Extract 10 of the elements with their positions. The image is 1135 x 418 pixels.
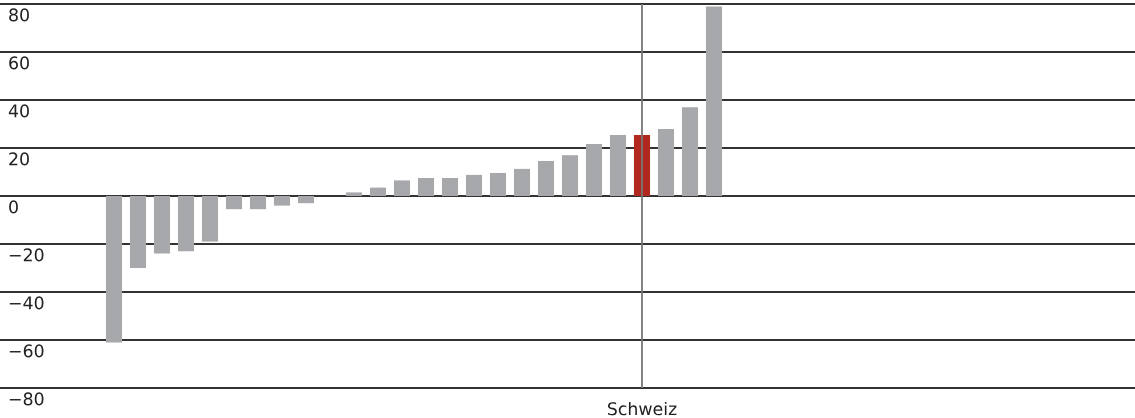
y-tick-label: −20 [9, 248, 44, 262]
y-tick-label: −80 [9, 392, 44, 406]
y-tick-label: 20 [9, 152, 29, 166]
x-tick-label: Schweiz [607, 401, 677, 416]
y-tick-label: −60 [9, 344, 44, 358]
y-tick-label: 0 [9, 200, 18, 214]
y-tick-label: 80 [9, 8, 29, 22]
y-tick-label: 60 [9, 56, 29, 70]
y-tick-label: 40 [8, 104, 29, 118]
y-tick-label: −40 [9, 296, 44, 310]
